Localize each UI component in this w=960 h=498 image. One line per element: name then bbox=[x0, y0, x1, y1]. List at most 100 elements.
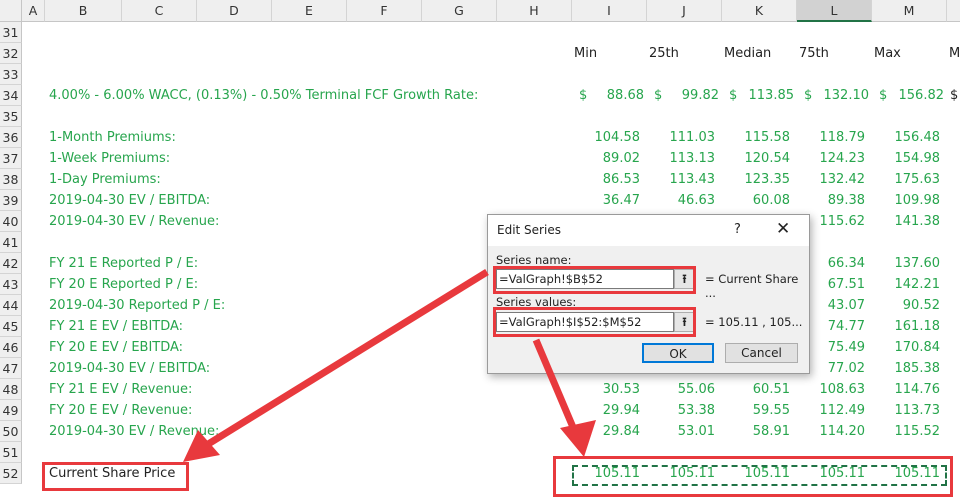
value-cell[interactable]: 99.82 bbox=[681, 88, 719, 103]
value-cell[interactable]: 114.20 bbox=[819, 424, 866, 439]
value-cell[interactable]: 154.98 bbox=[894, 151, 941, 166]
row-label-cell[interactable]: FY 21 E EV / Revenue: bbox=[49, 382, 193, 397]
value-cell[interactable]: 89.02 bbox=[602, 151, 640, 166]
value-cell[interactable]: 112.49 bbox=[819, 403, 866, 418]
value-cell[interactable]: 77.02 bbox=[827, 361, 865, 376]
row-label-cell[interactable]: FY 20 E EV / EBITDA: bbox=[49, 340, 184, 355]
value-cell[interactable]: 170.84 bbox=[894, 340, 941, 355]
row-header-36[interactable]: 36 bbox=[0, 127, 22, 148]
value-cell[interactable]: 89.38 bbox=[827, 193, 865, 208]
column-header-E[interactable]: E bbox=[272, 0, 347, 22]
row-header-51[interactable]: 51 bbox=[0, 442, 22, 463]
column-header-H[interactable]: H bbox=[497, 0, 572, 22]
row-header-48[interactable]: 48 bbox=[0, 379, 22, 400]
value-cell[interactable]: 43.07 bbox=[827, 298, 865, 313]
row-header-37[interactable]: 37 bbox=[0, 148, 22, 169]
wacc-label-cell[interactable]: 4.00% - 6.00% WACC, (0.13%) - 0.50% Term… bbox=[49, 88, 479, 103]
row-header-45[interactable]: 45 bbox=[0, 316, 22, 337]
value-cell[interactable]: 86.53 bbox=[602, 172, 640, 187]
value-cell[interactable]: 53.01 bbox=[677, 424, 715, 439]
value-cell[interactable]: 60.51 bbox=[752, 382, 790, 397]
column-header-A[interactable]: A bbox=[22, 0, 45, 22]
value-cell[interactable]: 104.58 bbox=[594, 130, 641, 145]
row-label-cell[interactable]: 2019-04-30 EV / EBITDA: bbox=[49, 361, 211, 376]
value-cell[interactable]: 113.73 bbox=[894, 403, 941, 418]
column-header-N[interactable] bbox=[947, 0, 960, 22]
row-label-cell[interactable]: FY 20 E EV / Revenue: bbox=[49, 403, 193, 418]
row-header-46[interactable]: 46 bbox=[0, 337, 22, 358]
close-button[interactable]: ✕ bbox=[776, 219, 791, 239]
value-cell[interactable]: 115.52 bbox=[894, 424, 941, 439]
series-name-cell[interactable]: Current Share Price bbox=[49, 466, 176, 481]
row-header-34[interactable]: 34 bbox=[0, 85, 22, 106]
value-cell[interactable]: 29.94 bbox=[602, 403, 640, 418]
column-label-cell[interactable]: Median bbox=[724, 46, 772, 61]
row-label-cell[interactable]: 2019-04-30 Reported P / E: bbox=[49, 298, 226, 313]
row-header-41[interactable]: 41 bbox=[0, 232, 22, 253]
value-cell[interactable]: 108.63 bbox=[819, 382, 866, 397]
row-header-47[interactable]: 47 bbox=[0, 358, 22, 379]
row-header-39[interactable]: 39 bbox=[0, 190, 22, 211]
value-cell[interactable]: 175.63 bbox=[894, 172, 941, 187]
row-label-cell[interactable]: 2019-04-30 EV / EBITDA: bbox=[49, 193, 211, 208]
value-cell[interactable]: 113.85 bbox=[748, 88, 795, 103]
value-cell[interactable]: 156.82 bbox=[898, 88, 945, 103]
share-price-value-cell[interactable]: 105.11 bbox=[819, 466, 866, 481]
column-label-cell[interactable]: 75th bbox=[799, 46, 829, 61]
value-cell[interactable]: 88.68 bbox=[606, 88, 644, 103]
value-cell[interactable]: 132.42 bbox=[819, 172, 866, 187]
series-values-input[interactable]: =ValGraph!$I$52:$M$52 bbox=[496, 312, 674, 332]
value-cell[interactable]: 118.79 bbox=[819, 130, 866, 145]
row-header-44[interactable]: 44 bbox=[0, 295, 22, 316]
column-label-cell[interactable]: 25th bbox=[649, 46, 679, 61]
value-cell[interactable]: 29.84 bbox=[602, 424, 640, 439]
row-header-33[interactable]: 33 bbox=[0, 64, 22, 85]
series-name-input[interactable]: =ValGraph!$B$52 bbox=[496, 269, 674, 289]
row-header-52[interactable]: 52 bbox=[0, 463, 22, 484]
value-cell[interactable]: 113.13 bbox=[669, 151, 716, 166]
value-cell[interactable]: 115.62 bbox=[819, 214, 866, 229]
value-cell[interactable]: 74.77 bbox=[827, 319, 865, 334]
row-label-cell[interactable]: 1-Week Premiums: bbox=[49, 151, 171, 166]
value-cell[interactable]: 137.60 bbox=[894, 256, 941, 271]
value-cell[interactable]: 161.18 bbox=[894, 319, 941, 334]
value-cell[interactable]: 120.54 bbox=[744, 151, 791, 166]
value-cell[interactable]: 46.63 bbox=[677, 193, 715, 208]
value-cell[interactable]: 156.48 bbox=[894, 130, 941, 145]
value-cell[interactable]: 141.38 bbox=[894, 214, 941, 229]
column-header-I[interactable]: I bbox=[572, 0, 647, 22]
ok-button[interactable]: OK bbox=[642, 343, 714, 363]
row-label-cell[interactable]: 2019-04-30 EV / Revenue: bbox=[49, 214, 220, 229]
value-cell[interactable]: 115.58 bbox=[744, 130, 791, 145]
row-label-cell[interactable]: FY 21 E EV / EBITDA: bbox=[49, 319, 184, 334]
column-header-G[interactable]: G bbox=[422, 0, 497, 22]
column-header-C[interactable]: C bbox=[122, 0, 197, 22]
value-cell[interactable]: 114.76 bbox=[894, 382, 941, 397]
column-header-K[interactable]: K bbox=[722, 0, 797, 22]
value-cell[interactable]: 36.47 bbox=[602, 193, 640, 208]
row-label-cell[interactable]: 1-Month Premiums: bbox=[49, 130, 176, 145]
row-label-cell[interactable]: 1-Day Premiums: bbox=[49, 172, 161, 187]
value-cell[interactable]: 58.91 bbox=[752, 424, 790, 439]
row-label-cell[interactable]: FY 20 E Reported P / E: bbox=[49, 277, 199, 292]
value-cell[interactable]: 67.51 bbox=[827, 277, 865, 292]
column-header-J[interactable]: J bbox=[647, 0, 722, 22]
value-cell[interactable]: 53.38 bbox=[677, 403, 715, 418]
row-header-49[interactable]: 49 bbox=[0, 400, 22, 421]
value-cell[interactable]: 66.34 bbox=[827, 256, 865, 271]
column-header-L[interactable]: L bbox=[797, 0, 872, 22]
value-cell[interactable]: 109.98 bbox=[894, 193, 941, 208]
column-label-cell[interactable]: Min bbox=[574, 46, 598, 61]
row-header-38[interactable]: 38 bbox=[0, 169, 22, 190]
share-price-value-cell[interactable]: 105.11 bbox=[894, 466, 941, 481]
row-header-43[interactable]: 43 bbox=[0, 274, 22, 295]
column-label-cell[interactable]: M bbox=[949, 46, 960, 61]
column-header-B[interactable]: B bbox=[45, 0, 122, 22]
column-header-M[interactable]: M bbox=[872, 0, 947, 22]
value-cell[interactable]: 59.55 bbox=[752, 403, 790, 418]
value-cell[interactable]: 132.10 bbox=[823, 88, 870, 103]
value-cell[interactable]: 30.53 bbox=[602, 382, 640, 397]
row-label-cell[interactable]: 2019-04-30 EV / Revenue: bbox=[49, 424, 220, 439]
row-header-31[interactable]: 31 bbox=[0, 22, 22, 43]
value-cell[interactable]: 113.43 bbox=[669, 172, 716, 187]
